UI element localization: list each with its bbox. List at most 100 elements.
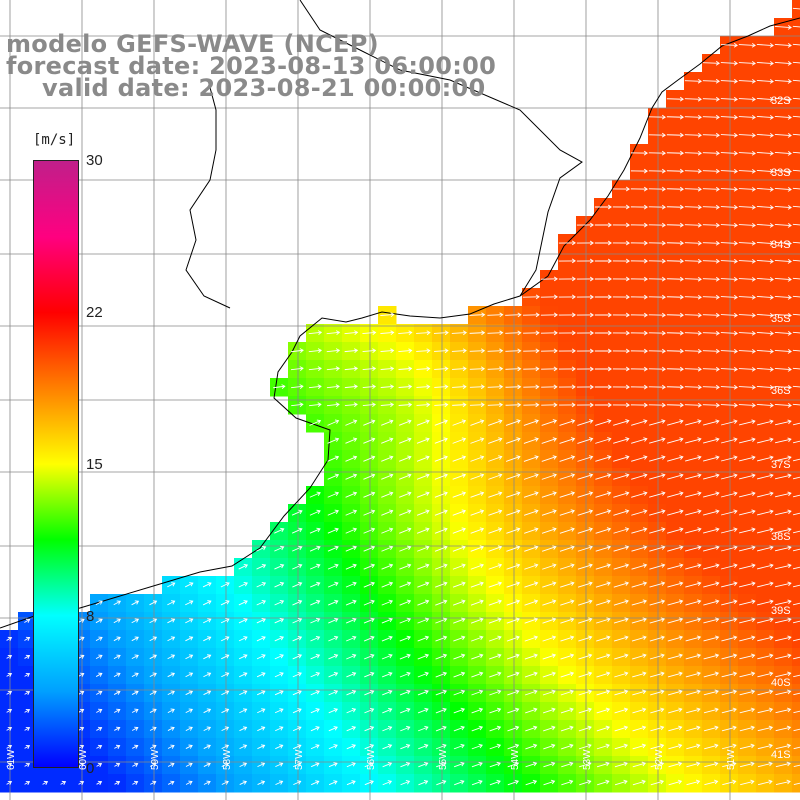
wind-arrow bbox=[326, 348, 341, 353]
wind-arrow bbox=[721, 743, 737, 750]
wind-arrow bbox=[614, 725, 629, 732]
wind-arrow bbox=[416, 402, 431, 408]
wind-arrow bbox=[417, 653, 430, 660]
wind-arrow bbox=[595, 581, 611, 588]
wind-arrow bbox=[649, 509, 666, 516]
wind-arrow bbox=[685, 707, 701, 714]
wind-arrow bbox=[523, 419, 539, 426]
wind-arrow bbox=[667, 689, 683, 696]
wind-arrow bbox=[631, 419, 648, 426]
wind-arrow bbox=[309, 545, 321, 552]
wind-arrow bbox=[560, 635, 575, 642]
wind-arrow bbox=[757, 779, 773, 786]
wind-arrow bbox=[327, 509, 339, 516]
wind-arrow bbox=[595, 599, 611, 606]
wind-arrow bbox=[684, 168, 702, 174]
wind-arrow bbox=[345, 545, 357, 552]
wind-arrow bbox=[434, 348, 449, 354]
wind-arrow bbox=[274, 527, 285, 534]
wind-arrow bbox=[738, 96, 756, 102]
wind-arrow bbox=[256, 690, 266, 696]
wind-arrow bbox=[720, 150, 738, 156]
wind-arrow bbox=[293, 780, 302, 786]
wind-arrow bbox=[666, 114, 684, 120]
wind-arrow bbox=[523, 455, 539, 462]
wind-arrow bbox=[453, 653, 466, 660]
wind-arrow bbox=[649, 671, 665, 678]
wind-arrow bbox=[576, 240, 594, 246]
wind-arrow bbox=[310, 762, 320, 768]
wind-arrow bbox=[702, 240, 720, 246]
wind-arrow bbox=[702, 366, 720, 372]
wind-arrow bbox=[345, 563, 357, 570]
wind-arrow bbox=[471, 653, 484, 660]
wind-arrow bbox=[668, 707, 683, 714]
wind-arrow bbox=[594, 384, 612, 390]
wind-arrow bbox=[132, 744, 139, 749]
wind-arrow bbox=[524, 581, 539, 588]
wind-arrow bbox=[292, 654, 303, 660]
wind-arrow bbox=[310, 672, 321, 678]
wind-arrow bbox=[541, 527, 557, 534]
wind-arrow bbox=[684, 294, 702, 300]
wind-arrow bbox=[721, 689, 738, 696]
wind-arrow bbox=[685, 491, 702, 498]
wind-arrow bbox=[577, 563, 593, 570]
wind-arrow bbox=[667, 491, 684, 498]
wind-arrow bbox=[721, 599, 738, 606]
wind-arrow bbox=[738, 78, 756, 84]
wind-arrow bbox=[221, 744, 230, 750]
wind-arrow bbox=[220, 636, 230, 642]
wind-arrow bbox=[452, 491, 467, 498]
wind-arrow bbox=[792, 385, 800, 388]
wind-arrow bbox=[417, 617, 430, 624]
wind-arrow bbox=[382, 689, 393, 696]
wind-arrow bbox=[346, 708, 357, 714]
wind-arrow bbox=[78, 726, 85, 732]
wind-arrow bbox=[559, 491, 576, 498]
wind-arrow bbox=[523, 473, 539, 480]
wind-arrow bbox=[792, 367, 800, 370]
wind-arrow bbox=[703, 617, 720, 624]
wind-arrow bbox=[543, 779, 556, 786]
wind-arrow bbox=[612, 366, 630, 372]
wind-arrow bbox=[612, 348, 630, 354]
wind-arrow bbox=[453, 761, 465, 768]
wind-cell bbox=[792, 594, 800, 613]
wind-arrow bbox=[344, 348, 359, 354]
wind-arrow bbox=[775, 671, 792, 678]
wind-arrow bbox=[400, 725, 411, 732]
wind-arrow bbox=[471, 689, 484, 696]
wind-arrow bbox=[452, 402, 467, 408]
wind-arrow bbox=[614, 671, 629, 678]
wind-arrow bbox=[275, 762, 284, 768]
wind-arrow bbox=[310, 617, 321, 624]
wind-arrow bbox=[721, 581, 738, 588]
wind-arrow bbox=[702, 312, 720, 318]
wind-arrow bbox=[756, 186, 774, 192]
wind-arrow bbox=[756, 419, 774, 426]
colorbar-tick-15: 15 bbox=[86, 456, 103, 473]
wind-arrow bbox=[399, 509, 412, 516]
wind-arrow bbox=[310, 744, 320, 750]
wind-arrow bbox=[738, 204, 756, 210]
wind-arrow bbox=[738, 491, 756, 498]
wind-arrow bbox=[560, 725, 574, 732]
wind-arrow bbox=[239, 762, 248, 768]
wind-arrow bbox=[184, 582, 194, 588]
lat-label: 36S bbox=[771, 385, 791, 397]
wind-arrow bbox=[774, 491, 792, 498]
wind-arrow bbox=[487, 330, 504, 336]
wind-arrow bbox=[292, 708, 302, 714]
wind-arrow bbox=[792, 602, 800, 606]
wind-arrow bbox=[631, 617, 647, 624]
lon-label: 53W bbox=[582, 749, 593, 770]
wind-arrow bbox=[648, 294, 666, 300]
wind-arrow bbox=[594, 258, 612, 264]
wind-arrow bbox=[6, 762, 13, 768]
wind-arrow bbox=[292, 726, 302, 732]
wind-arrow bbox=[594, 366, 612, 372]
wind-arrow bbox=[774, 581, 792, 588]
wind-arrow bbox=[203, 762, 211, 767]
wind-arrow bbox=[756, 294, 774, 300]
